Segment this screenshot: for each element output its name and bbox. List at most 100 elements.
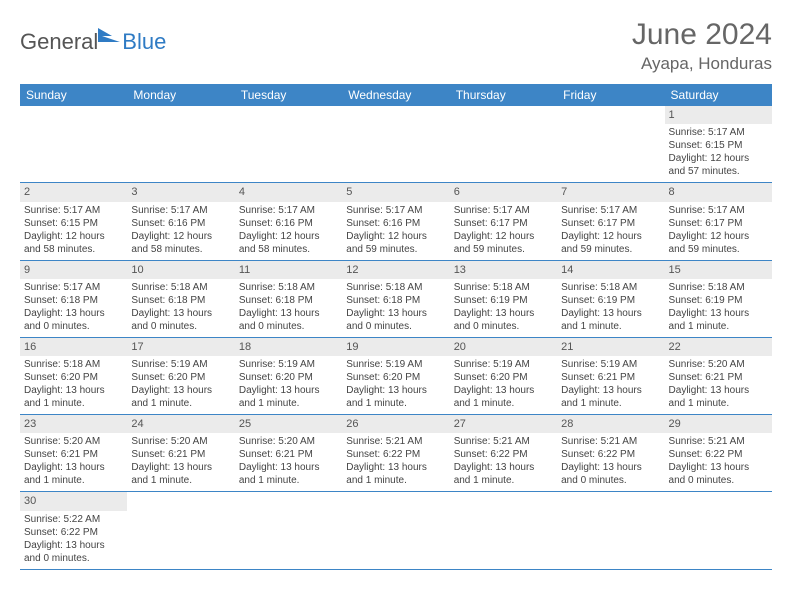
day-sunset: Sunset: 6:15 PM (24, 217, 123, 230)
day-number: 23 (20, 415, 127, 433)
day-daylight1: Daylight: 12 hours (346, 230, 445, 243)
day-sunset: Sunset: 6:18 PM (131, 294, 230, 307)
day-sunrise: Sunrise: 5:21 AM (346, 435, 445, 448)
day-number: 8 (665, 183, 772, 201)
day-sunset: Sunset: 6:15 PM (669, 139, 768, 152)
day-sunset: Sunset: 6:22 PM (346, 448, 445, 461)
day-cell: 14Sunrise: 5:18 AMSunset: 6:19 PMDayligh… (557, 260, 664, 337)
day-daylight2: and 59 minutes. (454, 243, 553, 256)
day-sunset: Sunset: 6:20 PM (131, 371, 230, 384)
day-number: 18 (235, 338, 342, 356)
day-sunrise: Sunrise: 5:17 AM (669, 126, 768, 139)
week-row: 16Sunrise: 5:18 AMSunset: 6:20 PMDayligh… (20, 337, 772, 414)
day-sunset: Sunset: 6:22 PM (561, 448, 660, 461)
week-row: 9Sunrise: 5:17 AMSunset: 6:18 PMDaylight… (20, 260, 772, 337)
day-cell (342, 106, 449, 183)
col-sunday: Sunday (20, 84, 127, 106)
day-cell: 2Sunrise: 5:17 AMSunset: 6:15 PMDaylight… (20, 183, 127, 260)
month-title: June 2024 (632, 18, 772, 52)
day-daylight2: and 0 minutes. (131, 320, 230, 333)
day-daylight2: and 58 minutes. (131, 243, 230, 256)
day-daylight1: Daylight: 12 hours (239, 230, 338, 243)
day-cell: 8Sunrise: 5:17 AMSunset: 6:17 PMDaylight… (665, 183, 772, 260)
day-daylight1: Daylight: 13 hours (239, 384, 338, 397)
day-cell: 13Sunrise: 5:18 AMSunset: 6:19 PMDayligh… (450, 260, 557, 337)
day-number: 27 (450, 415, 557, 433)
day-number: 2 (20, 183, 127, 201)
day-cell: 18Sunrise: 5:19 AMSunset: 6:20 PMDayligh… (235, 337, 342, 414)
day-daylight2: and 59 minutes. (346, 243, 445, 256)
day-sunrise: Sunrise: 5:18 AM (669, 281, 768, 294)
day-sunrise: Sunrise: 5:18 AM (131, 281, 230, 294)
day-cell: 22Sunrise: 5:20 AMSunset: 6:21 PMDayligh… (665, 337, 772, 414)
day-number: 28 (557, 415, 664, 433)
day-sunrise: Sunrise: 5:21 AM (561, 435, 660, 448)
day-daylight2: and 0 minutes. (24, 552, 123, 565)
day-daylight2: and 0 minutes. (669, 474, 768, 487)
day-cell (235, 106, 342, 183)
day-sunset: Sunset: 6:21 PM (669, 371, 768, 384)
day-daylight1: Daylight: 13 hours (24, 384, 123, 397)
day-daylight1: Daylight: 13 hours (561, 384, 660, 397)
day-sunrise: Sunrise: 5:19 AM (454, 358, 553, 371)
day-daylight2: and 0 minutes. (24, 320, 123, 333)
day-cell: 19Sunrise: 5:19 AMSunset: 6:20 PMDayligh… (342, 337, 449, 414)
day-number: 5 (342, 183, 449, 201)
day-number: 21 (557, 338, 664, 356)
day-sunrise: Sunrise: 5:19 AM (346, 358, 445, 371)
location: Ayapa, Honduras (632, 54, 772, 74)
day-daylight2: and 59 minutes. (669, 243, 768, 256)
day-cell: 7Sunrise: 5:17 AMSunset: 6:17 PMDaylight… (557, 183, 664, 260)
day-sunset: Sunset: 6:16 PM (239, 217, 338, 230)
day-number: 26 (342, 415, 449, 433)
day-cell (557, 106, 664, 183)
day-cell (235, 492, 342, 569)
day-sunrise: Sunrise: 5:18 AM (24, 358, 123, 371)
day-cell: 16Sunrise: 5:18 AMSunset: 6:20 PMDayligh… (20, 337, 127, 414)
logo: General Blue (20, 18, 166, 57)
day-number: 9 (20, 261, 127, 279)
day-daylight2: and 1 minute. (669, 320, 768, 333)
day-sunrise: Sunrise: 5:17 AM (346, 204, 445, 217)
day-daylight2: and 1 minute. (346, 474, 445, 487)
day-cell: 3Sunrise: 5:17 AMSunset: 6:16 PMDaylight… (127, 183, 234, 260)
day-daylight1: Daylight: 13 hours (561, 307, 660, 320)
day-daylight2: and 1 minute. (561, 397, 660, 410)
day-daylight2: and 0 minutes. (239, 320, 338, 333)
day-sunrise: Sunrise: 5:20 AM (131, 435, 230, 448)
day-cell: 17Sunrise: 5:19 AMSunset: 6:20 PMDayligh… (127, 337, 234, 414)
day-daylight1: Daylight: 13 hours (24, 539, 123, 552)
day-sunset: Sunset: 6:19 PM (454, 294, 553, 307)
day-number: 4 (235, 183, 342, 201)
col-thursday: Thursday (450, 84, 557, 106)
day-sunset: Sunset: 6:22 PM (454, 448, 553, 461)
day-sunset: Sunset: 6:22 PM (669, 448, 768, 461)
day-sunset: Sunset: 6:16 PM (346, 217, 445, 230)
day-number: 24 (127, 415, 234, 433)
day-daylight1: Daylight: 13 hours (131, 384, 230, 397)
day-cell (665, 492, 772, 569)
day-cell: 5 Sunrise: 5:17 AMSunset: 6:16 PMDaylight… (342, 183, 449, 260)
calendar-body: 1Sunrise: 5:17 AMSunset: 6:15 PMDaylight… (20, 106, 772, 569)
day-number: 19 (342, 338, 449, 356)
col-wednesday: Wednesday (342, 84, 449, 106)
day-number: 13 (450, 261, 557, 279)
day-daylight1: Daylight: 13 hours (454, 307, 553, 320)
day-sunset: Sunset: 6:19 PM (669, 294, 768, 307)
day-number: 22 (665, 338, 772, 356)
day-cell (557, 492, 664, 569)
day-number: 7 (557, 183, 664, 201)
day-daylight1: Daylight: 12 hours (669, 230, 768, 243)
day-daylight1: Daylight: 13 hours (346, 461, 445, 474)
col-monday: Monday (127, 84, 234, 106)
day-daylight2: and 1 minute. (239, 474, 338, 487)
day-cell: 4Sunrise: 5:17 AMSunset: 6:16 PMDaylight… (235, 183, 342, 260)
day-cell (127, 492, 234, 569)
day-number: 1 (665, 106, 772, 124)
day-cell: 9Sunrise: 5:17 AMSunset: 6:18 PMDaylight… (20, 260, 127, 337)
day-sunrise: Sunrise: 5:20 AM (239, 435, 338, 448)
day-sunset: Sunset: 6:20 PM (239, 371, 338, 384)
day-daylight1: Daylight: 13 hours (454, 461, 553, 474)
day-daylight1: Daylight: 12 hours (454, 230, 553, 243)
day-daylight1: Daylight: 13 hours (346, 307, 445, 320)
